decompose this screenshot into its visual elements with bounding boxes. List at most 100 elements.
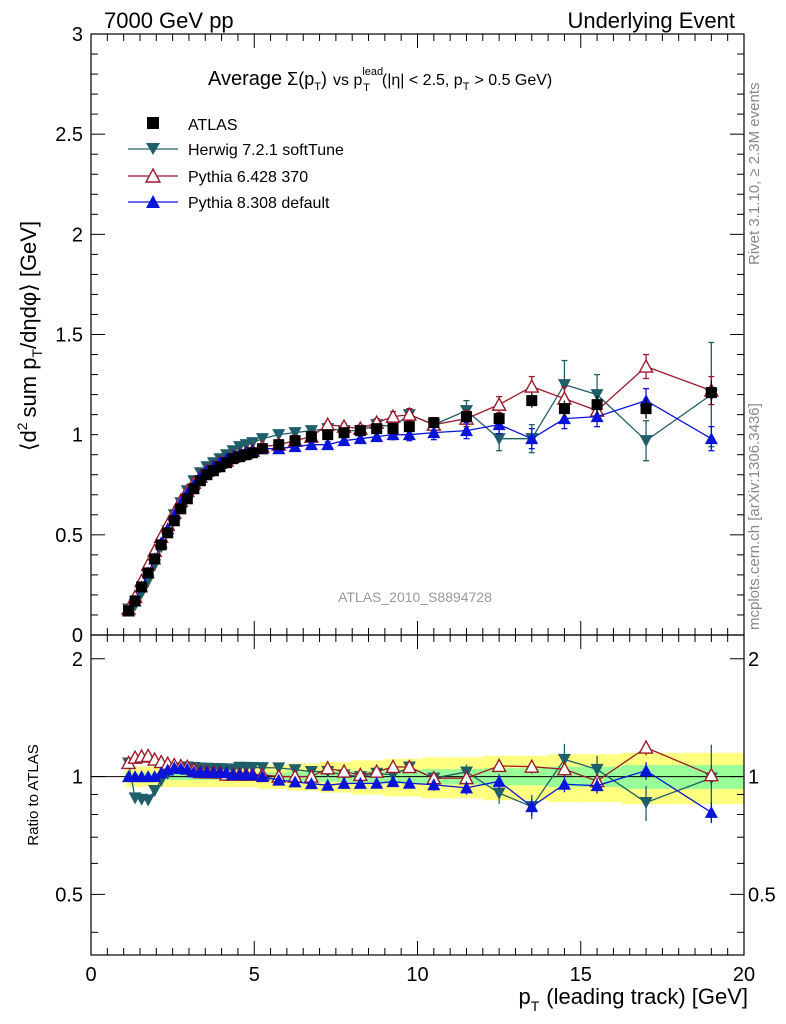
point-atlas	[155, 539, 167, 551]
y-tick-label: 0	[72, 625, 83, 647]
chart-title: Average Σ(pT) vs plead T (|η| < 2.5, pT > 0.5…	[208, 66, 552, 94]
point-atlas	[207, 465, 219, 477]
ratio-point-pythia-8-308-default	[590, 779, 604, 792]
point-pythia-8-308-default	[557, 412, 571, 425]
point-atlas	[460, 411, 472, 423]
ratio-point-pythia-6-428-370	[320, 760, 336, 775]
ratio-point-pythia-6-428-370	[703, 767, 720, 782]
ratio-point-pythia-8-308-default	[255, 770, 269, 783]
ratio-point-pythia-6-428-370	[638, 739, 654, 754]
point-pythia-8-308-default	[427, 426, 441, 439]
x-tick-label: 5	[249, 964, 260, 986]
point-atlas	[273, 439, 285, 451]
point-atlas	[403, 421, 415, 433]
title-vs: vs p	[333, 72, 362, 89]
point-atlas	[129, 595, 141, 607]
ratio-y-tick-label: 0.5	[55, 884, 83, 906]
point-pythia-8-308-default	[304, 438, 318, 451]
point-atlas	[227, 453, 239, 465]
point-pythia-6-428-370	[491, 396, 507, 411]
y-tick-label: 0.5	[55, 525, 83, 547]
series-line-herwig-7-2-1-softtune	[128, 383, 712, 610]
point-atlas	[256, 443, 268, 455]
point-atlas	[354, 425, 366, 437]
point-herwig-7-2-1-softtune	[590, 389, 604, 402]
point-pythia-6-428-370	[401, 406, 418, 421]
ratio-point-pythia-8-308-default	[427, 778, 441, 791]
header-left-label: 7000 GeV pp	[104, 8, 234, 33]
ylabel-rest: /dηdφ⟩ [GeV]	[16, 221, 41, 349]
ratio-point-pythia-8-308-default	[272, 773, 286, 786]
xlabel-rest: (leading track) [GeV]	[546, 984, 748, 1009]
ylabel-sum: sum p	[16, 358, 41, 418]
point-pythia-8-308-default	[704, 432, 718, 445]
point-atlas	[142, 567, 154, 579]
point-atlas	[591, 399, 603, 411]
analysis-id-label: ATLAS_2010_S8894728	[338, 589, 492, 605]
point-pythia-8-308-default	[353, 432, 367, 445]
point-herwig-7-2-1-softtune	[639, 435, 653, 448]
title-cuts-a: (|η| < 2.5, p	[382, 72, 463, 89]
point-atlas	[194, 475, 206, 487]
ylabel-open: ⟨d	[16, 430, 41, 451]
title-vs-sup: lead	[362, 66, 383, 78]
point-atlas	[175, 503, 187, 515]
ratio-point-herwig-7-2-1-softtune	[590, 763, 604, 776]
ratio-point-pythia-8-308-default	[148, 770, 162, 783]
point-atlas	[168, 515, 180, 527]
ratio-point-pythia-6-428-370	[524, 758, 540, 773]
ratio-point-herwig-7-2-1-softtune	[148, 785, 162, 798]
point-pythia-8-308-default	[590, 410, 604, 423]
point-pythia-8-308-default	[321, 438, 335, 451]
point-atlas	[123, 605, 135, 617]
x-tick-label: 10	[406, 964, 428, 986]
ratio-point-pythia-8-308-default	[492, 774, 506, 787]
ratio-point-herwig-7-2-1-softtune	[639, 797, 653, 810]
point-atlas	[428, 417, 440, 429]
point-atlas	[526, 395, 538, 407]
ratio-y-tick-label-right: 1	[748, 767, 759, 789]
title-cuts-b: > 0.5 GeV)	[474, 72, 552, 89]
point-herwig-7-2-1-softtune	[272, 429, 286, 442]
ratio-point-pythia-6-428-370	[385, 758, 401, 774]
point-atlas	[247, 447, 259, 459]
ratio-y-tick-label-right: 0.5	[748, 884, 776, 906]
y-tick-label: 1	[72, 425, 83, 447]
ratio-y-tick-label: 2	[72, 649, 83, 671]
ratio-point-pythia-8-308-default	[402, 776, 416, 789]
title-sigma-close: )	[321, 69, 327, 89]
ratio-point-pythia-8-308-default	[557, 777, 571, 790]
rivet-version-label: Rivet 3.1.10, ≥ 2.3M events	[746, 83, 763, 266]
ratio-point-pythia-8-308-default	[353, 776, 367, 789]
ratio-point-pythia-8-308-default	[459, 781, 473, 794]
ratio-point-pythia-8-308-default	[288, 775, 302, 788]
title-sigma: Σ(p	[287, 69, 314, 89]
title-cuts-sub: T	[463, 81, 470, 93]
main-y-axis-label: ⟨d2 sum pT/dηdφ⟩ [GeV]	[14, 221, 45, 451]
point-pythia-6-428-370	[524, 378, 540, 393]
xlabel-p: p	[518, 984, 530, 1009]
point-atlas	[322, 429, 334, 441]
legend-label-atlas: ATLAS	[188, 117, 238, 134]
point-atlas	[705, 387, 717, 399]
point-pythia-8-308-default	[370, 430, 384, 443]
legend-marker-herwig	[146, 143, 160, 155]
ratio-point-pythia-8-308-default	[337, 776, 351, 789]
ratio-point-pythia-8-308-default	[370, 776, 384, 789]
series-line-pythia-6-428-370	[127, 365, 712, 610]
point-atlas	[240, 449, 252, 461]
legend-marker-pythia6	[144, 167, 162, 183]
series-line-pythia-8-308-default	[128, 399, 712, 612]
point-pythia-8-308-default	[337, 434, 351, 447]
ratio-y-tick-label: 1	[72, 767, 83, 789]
point-atlas	[305, 431, 317, 443]
legend-label-pythia6: Pythia 6.428 370	[188, 169, 308, 186]
x-axis-label: pT (leading track) [GeV]	[518, 984, 748, 1014]
ratio-point-pythia-6-428-370	[401, 759, 418, 774]
ratio-point-pythia-8-308-default	[386, 775, 400, 788]
ratio-point-pythia-6-428-370	[556, 761, 573, 776]
point-pythia-8-308-default	[386, 428, 400, 441]
point-atlas	[371, 423, 383, 435]
ratio-point-pythia-8-308-default	[304, 777, 318, 790]
point-atlas	[220, 457, 232, 469]
